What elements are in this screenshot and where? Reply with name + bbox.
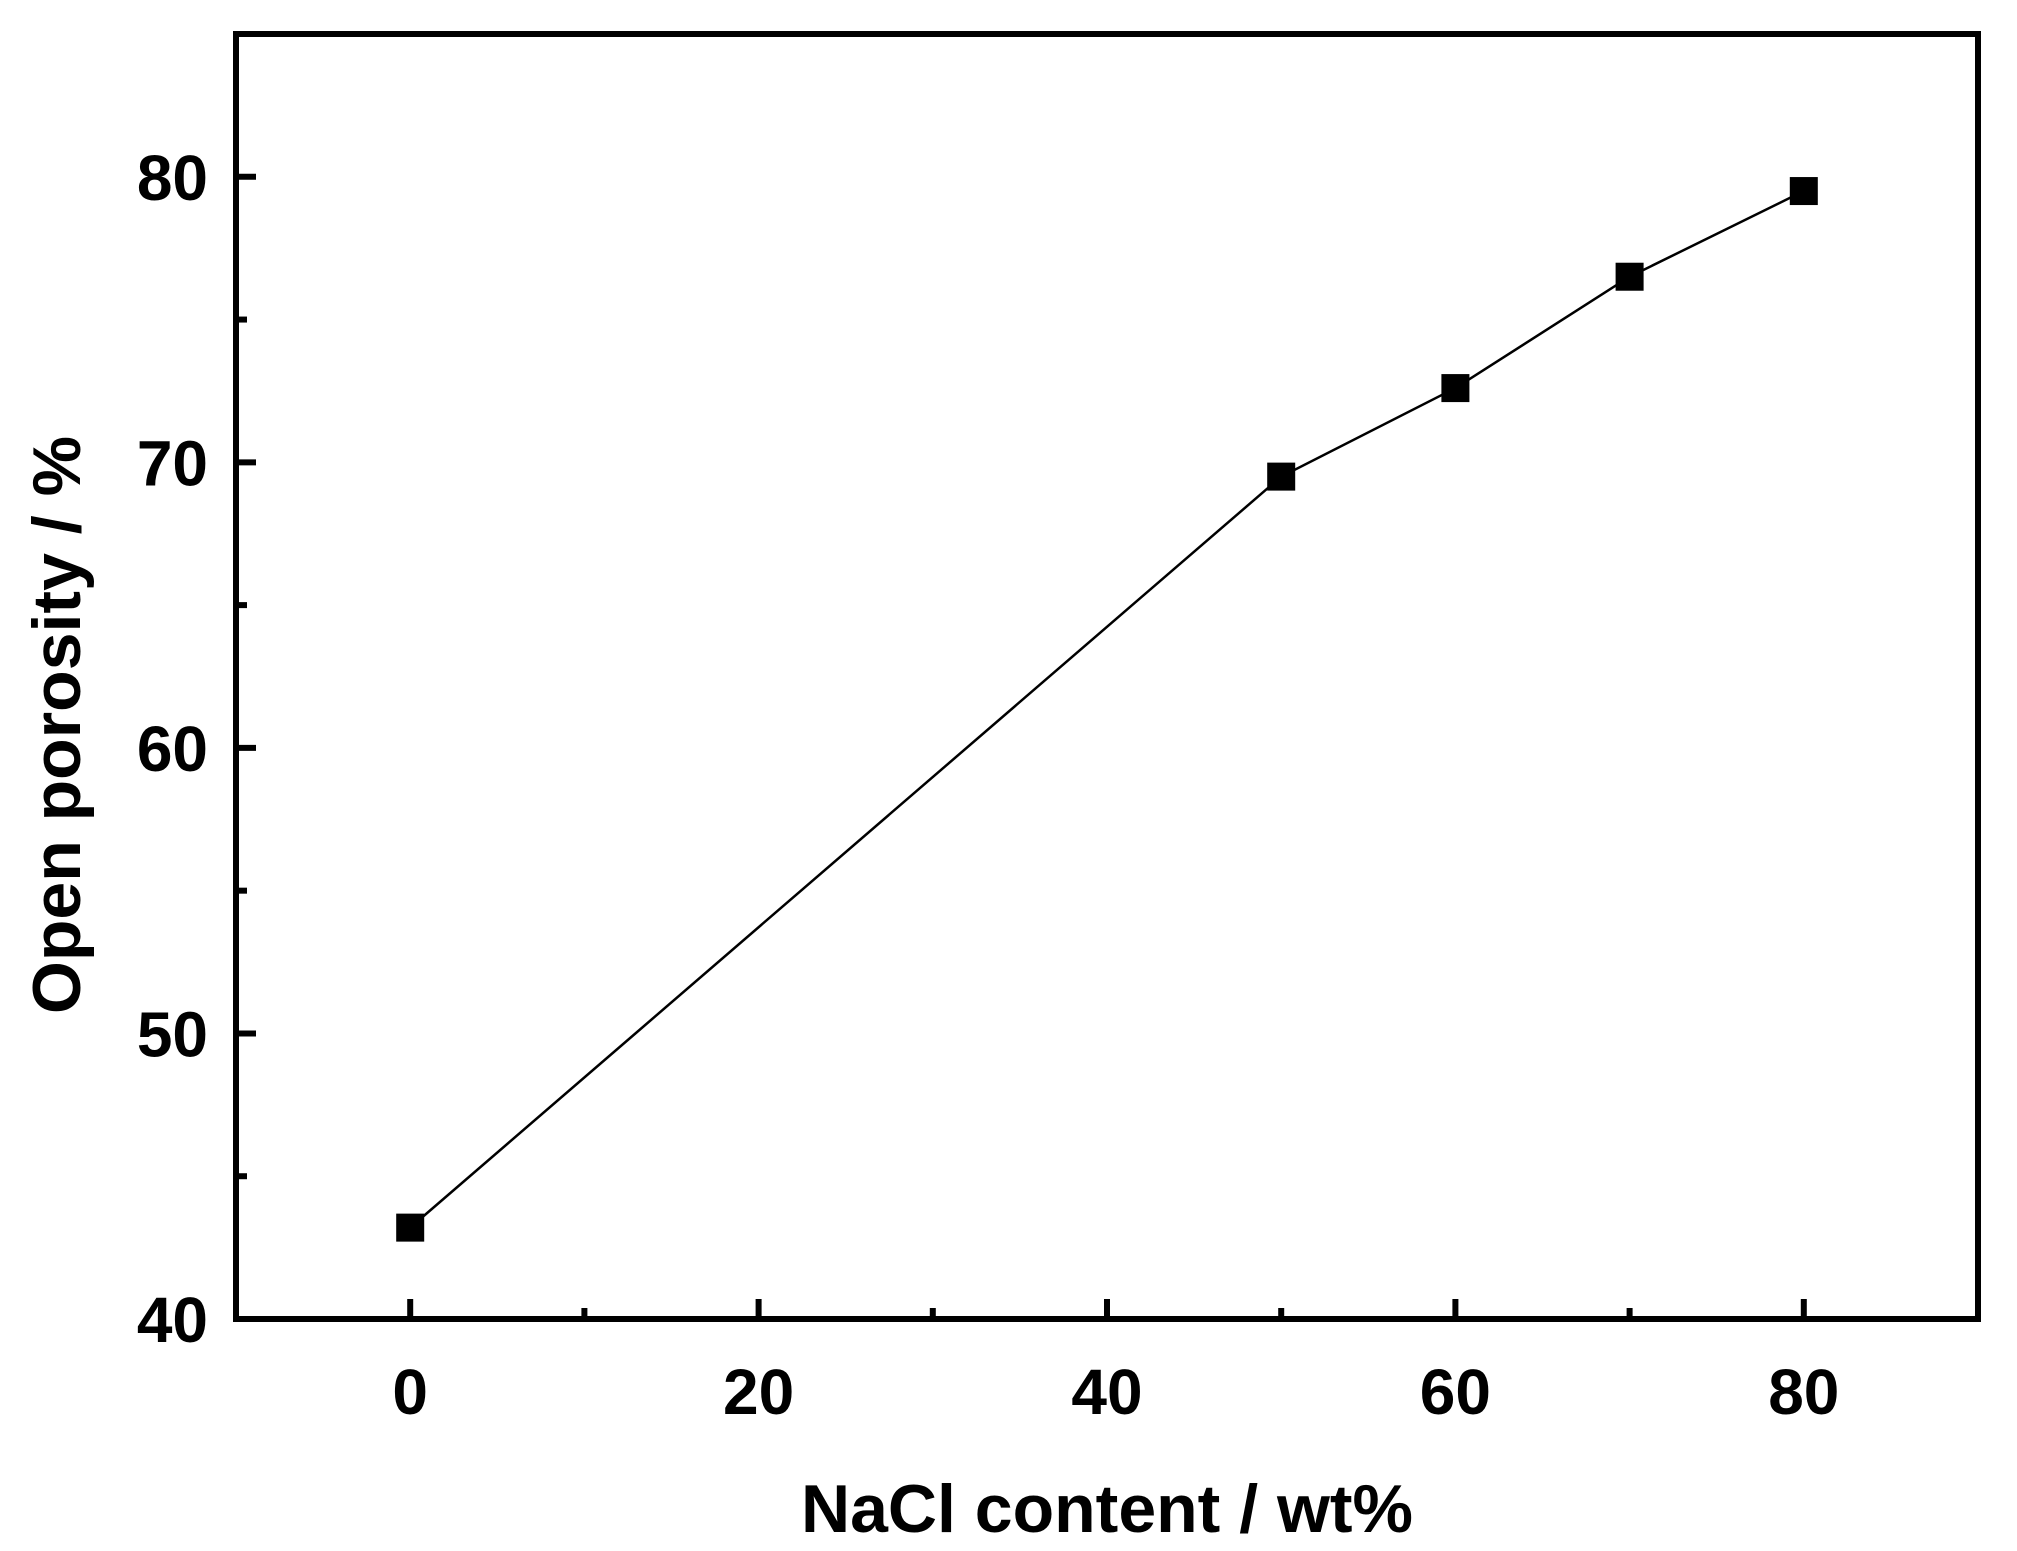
y-tick-label: 60 (137, 713, 208, 785)
x-tick-label: 60 (1420, 1356, 1491, 1428)
data-point (1789, 177, 1818, 206)
y-tick-label: 50 (137, 998, 208, 1070)
y-tick-label: 40 (137, 1284, 208, 1356)
x-tick-label: 0 (392, 1356, 428, 1428)
y-axis-tick-labels: 40 50 60 70 80 (137, 142, 208, 1356)
x-tick-label: 20 (723, 1356, 794, 1428)
x-axis-ticks (407, 1299, 1807, 1319)
plot-frame (233, 31, 1981, 1322)
x-axis-tick-labels: 0 20 40 60 80 (392, 1356, 1839, 1428)
x-axis-label: NaCl content / wt% (801, 1471, 1413, 1547)
x-tick-label: 40 (1071, 1356, 1142, 1428)
y-tick-label: 70 (137, 427, 208, 499)
data-markers (396, 177, 1818, 1242)
y-axis-ticks (236, 173, 256, 1322)
data-point (1615, 262, 1644, 291)
series-line (409, 189, 1805, 1229)
x-tick-label: 80 (1768, 1356, 1839, 1428)
data-point (1267, 462, 1296, 491)
data-point (1441, 374, 1470, 403)
data-point (396, 1213, 425, 1242)
y-axis-label: Open porosity / % (19, 436, 95, 1014)
y-tick-label: 80 (137, 142, 208, 214)
